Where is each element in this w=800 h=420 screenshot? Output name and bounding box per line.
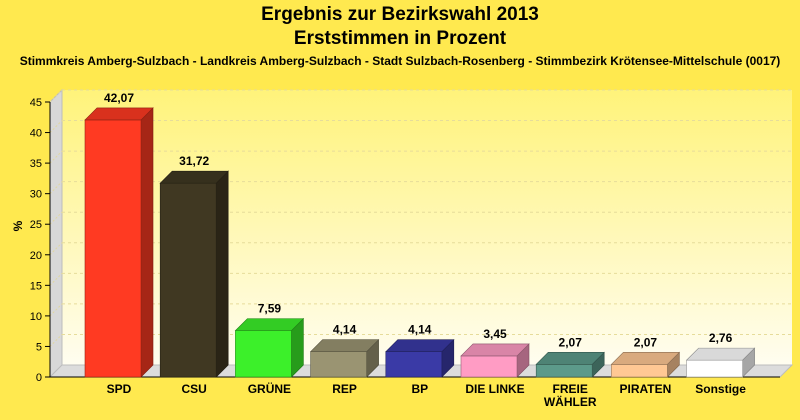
- bar: [686, 359, 743, 378]
- gridline-side: [49, 181, 63, 195]
- y-tick-label: 25: [30, 219, 42, 231]
- data-label: 31,72: [179, 154, 209, 168]
- bar-top: [309, 339, 380, 353]
- x-tick-label: CSU: [182, 382, 207, 396]
- data-label: 4,14: [333, 323, 357, 337]
- bar: [385, 351, 443, 378]
- x-tick-label: Sonstige: [695, 382, 746, 396]
- x-tick-label: DIE LINKE: [465, 382, 524, 396]
- y-tick-label: 0: [36, 372, 42, 384]
- x-tick-label: PIRATEN: [620, 382, 672, 396]
- y-tick-label: 10: [30, 311, 42, 323]
- bar-top: [385, 339, 455, 353]
- gridline-side: [49, 334, 63, 347]
- y-tick-label: 35: [30, 158, 42, 170]
- x-tick-label: REP: [332, 382, 357, 396]
- x-tick-label: BP: [411, 382, 428, 396]
- data-label: 2,76: [709, 331, 733, 345]
- bar: [159, 182, 217, 378]
- x-tick-label: GRÜNE: [248, 381, 291, 396]
- x-tick-label: SPD: [107, 382, 132, 396]
- bar-side: [140, 107, 154, 378]
- y-tick-label: 5: [36, 341, 42, 353]
- y-tick-label: 45: [30, 97, 42, 109]
- bar: [310, 351, 367, 378]
- data-label: 3,45: [483, 327, 507, 341]
- gridline-side: [49, 211, 63, 225]
- gridline-side: [49, 89, 63, 103]
- data-label: 7,59: [258, 302, 282, 316]
- gridline-side: [49, 120, 63, 133]
- bar: [535, 364, 593, 378]
- bar-top: [234, 318, 305, 331]
- bar: [611, 364, 668, 378]
- gridline-side: [49, 303, 63, 317]
- chart-title: Ergebnis zur Bezirkswahl 2013: [261, 4, 539, 25]
- y-tick-label: 40: [30, 128, 42, 140]
- bar: [235, 330, 292, 378]
- bar-top: [460, 343, 530, 357]
- gridline-side: [49, 272, 63, 286]
- data-label: 2,07: [559, 335, 583, 349]
- y-tick-label: 20: [30, 250, 42, 262]
- y-tick-label: 15: [30, 280, 42, 292]
- bar: [84, 119, 142, 378]
- x-tick-label: FREIE: [553, 382, 588, 396]
- gridline-side: [49, 150, 63, 164]
- y-tick-label: 30: [30, 189, 42, 201]
- bar-top: [535, 352, 605, 365]
- bar-top: [84, 107, 154, 121]
- gridline-side: [49, 242, 63, 256]
- bar-top: [610, 352, 681, 365]
- x-tick-label: WÄHLER: [544, 394, 597, 409]
- data-label: 2,07: [634, 335, 658, 349]
- bar-top: [159, 170, 229, 184]
- bar: [460, 355, 518, 378]
- chart-title-2: Erststimmen in Prozent: [293, 28, 507, 49]
- bar-side: [215, 170, 229, 378]
- bar-top: [685, 347, 756, 361]
- chart-subtitle: Stimmkreis Amberg-Sulzbach - Landkreis A…: [19, 54, 781, 68]
- plot-side-wall: [49, 88, 63, 379]
- data-label: 42,07: [104, 91, 134, 105]
- y-axis-label: %: [11, 220, 25, 231]
- data-label: 4,14: [408, 323, 432, 337]
